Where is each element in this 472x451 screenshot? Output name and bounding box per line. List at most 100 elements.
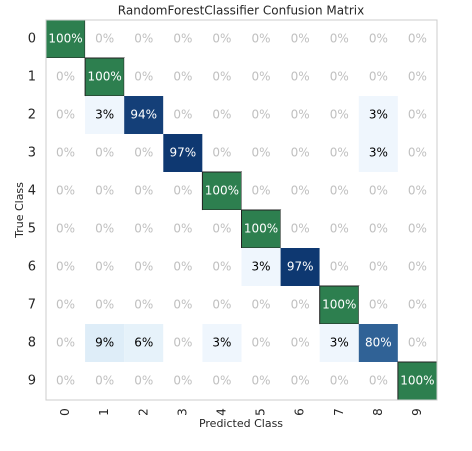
cell — [163, 96, 203, 134]
cell-label: 0% — [134, 298, 153, 312]
cell — [202, 210, 242, 248]
cell-label: 0% — [56, 108, 75, 122]
cell-label: 0% — [330, 108, 349, 122]
cell-label: 0% — [252, 184, 271, 198]
cell — [241, 96, 281, 134]
cell-label: 0% — [408, 222, 427, 236]
cell — [85, 20, 125, 58]
cell — [124, 324, 164, 362]
cell — [358, 134, 398, 172]
cell-label: 0% — [95, 374, 114, 388]
cell — [280, 134, 320, 172]
x-tick-label: 7 — [332, 408, 346, 416]
cell — [46, 134, 86, 172]
cell-label: 0% — [369, 374, 388, 388]
cell — [85, 96, 125, 134]
x-tick-label: 9 — [410, 408, 424, 416]
cell-label: 0% — [330, 146, 349, 160]
cell-label: 0% — [56, 184, 75, 198]
cell-label: 0% — [252, 108, 271, 122]
cell-label: 0% — [95, 146, 114, 160]
cell-label: 0% — [330, 222, 349, 236]
cell — [358, 286, 398, 324]
cell — [124, 362, 164, 400]
cell-label: 0% — [291, 336, 310, 350]
cell-label: 0% — [369, 222, 388, 236]
cell-label: 0% — [252, 374, 271, 388]
cell-label: 0% — [134, 146, 153, 160]
cell-label: 0% — [330, 184, 349, 198]
cell — [241, 172, 281, 210]
cell — [202, 248, 242, 286]
cell-label: 100% — [400, 374, 434, 388]
cell-label: 97% — [287, 260, 314, 274]
cell — [280, 58, 320, 96]
cell — [241, 248, 281, 286]
cell — [358, 362, 398, 400]
cell-label: 100% — [244, 222, 278, 236]
cell-label: 0% — [330, 374, 349, 388]
cell — [319, 210, 359, 248]
cell-label: 0% — [212, 108, 231, 122]
cell — [46, 210, 86, 248]
cell — [397, 172, 437, 210]
cell-label: 0% — [330, 32, 349, 46]
cell-label: 0% — [212, 222, 231, 236]
x-tick-label: 4 — [214, 408, 228, 416]
cell-label: 0% — [95, 298, 114, 312]
cell — [397, 134, 437, 172]
cell-label: 0% — [408, 70, 427, 84]
cell — [85, 286, 125, 324]
cell — [163, 20, 203, 58]
cell-label: 0% — [408, 336, 427, 350]
cell — [241, 20, 281, 58]
cell-label: 0% — [252, 298, 271, 312]
cell — [358, 20, 398, 58]
cell-label: 0% — [252, 146, 271, 160]
cell — [358, 96, 398, 134]
cell — [319, 324, 359, 362]
cell — [163, 324, 203, 362]
y-tick-label: 5 — [28, 222, 36, 237]
cell — [46, 58, 86, 96]
cell-label: 100% — [87, 70, 121, 84]
cell — [202, 324, 242, 362]
cell — [85, 134, 125, 172]
cell-label: 0% — [56, 146, 75, 160]
cell — [124, 172, 164, 210]
cell-label: 0% — [134, 32, 153, 46]
cell-label: 0% — [173, 32, 192, 46]
cell — [85, 172, 125, 210]
cell-label: 0% — [134, 184, 153, 198]
cell-label: 0% — [95, 32, 114, 46]
cell-label: 0% — [56, 336, 75, 350]
y-tick-label: 7 — [28, 298, 36, 313]
cell — [124, 58, 164, 96]
cell — [124, 134, 164, 172]
cell-label: 0% — [173, 336, 192, 350]
cell-label: 0% — [212, 374, 231, 388]
cell-label: 6% — [134, 336, 153, 350]
cell-label: 0% — [252, 70, 271, 84]
cell — [202, 286, 242, 324]
cell-label: 0% — [134, 260, 153, 274]
cell-label: 3% — [95, 108, 114, 122]
cell — [397, 286, 437, 324]
cell-label: 0% — [330, 70, 349, 84]
cell — [280, 172, 320, 210]
cell — [241, 134, 281, 172]
cell-label: 80% — [365, 336, 392, 350]
cell-label: 0% — [252, 32, 271, 46]
cell-label: 94% — [130, 108, 157, 122]
y-tick-label: 1 — [28, 70, 36, 85]
cell-label: 0% — [369, 260, 388, 274]
cell-label: 3% — [369, 146, 388, 160]
cell — [163, 210, 203, 248]
cell — [46, 172, 86, 210]
cell-label: 0% — [369, 184, 388, 198]
cell-label: 0% — [212, 32, 231, 46]
cell — [163, 248, 203, 286]
cell — [163, 172, 203, 210]
cell-label: 0% — [173, 70, 192, 84]
